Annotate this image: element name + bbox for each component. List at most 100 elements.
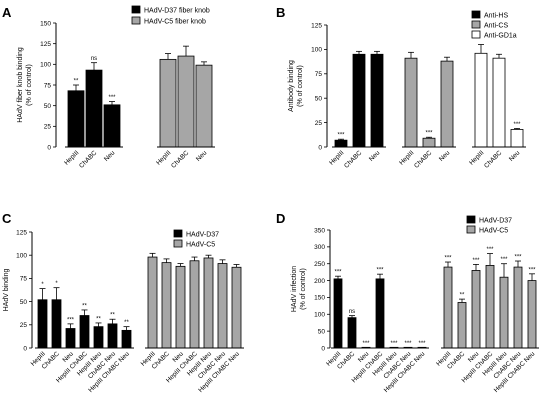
bar (474, 52, 488, 148)
category-label: ChABC (413, 149, 433, 169)
bar (51, 299, 62, 349)
y-tick-label: 300 (314, 244, 325, 251)
bar (231, 266, 242, 349)
y-tick-label: 50 (315, 96, 323, 103)
y-tick-label: 125 (311, 22, 322, 29)
chart-panel-d: D 0 50 100 150 200 250 300 350 HAdV infection (% o… (276, 211, 539, 394)
bar (65, 328, 76, 349)
legend-swatch (131, 16, 141, 25)
y-tick-label: 100 (311, 47, 322, 54)
category-label: ChABC (78, 149, 98, 169)
bar (375, 278, 385, 349)
y-tick-label: 0 (47, 144, 51, 151)
bar (499, 276, 509, 349)
significance-label: ** (460, 293, 465, 299)
legend-swatch (131, 5, 141, 14)
bar (457, 302, 467, 349)
bar (422, 137, 436, 148)
y-tick-label: 75 (315, 71, 323, 78)
significance-label: *** (500, 257, 508, 263)
bar (370, 53, 384, 148)
significance-label: *** (337, 133, 345, 139)
y-tick-label: 50 (44, 103, 52, 110)
legend-swatch (173, 239, 183, 248)
bar (147, 256, 158, 349)
bar (85, 69, 103, 148)
y-tick-label: 0 (23, 345, 27, 352)
chart-panel-a: A 0 25 50 75 100 125 150 HAdV fiber knob binding… (2, 5, 215, 170)
y-tick-label: 150 (40, 20, 51, 27)
significance-label: ns (349, 309, 355, 315)
y-tick-label: 100 (40, 62, 51, 69)
category-label: ChABC (170, 149, 190, 169)
bar (485, 264, 495, 349)
y-axis-label: HAdV infection (291, 266, 298, 312)
legend-swatch (466, 215, 476, 224)
legend-label: Anti-HS (484, 12, 508, 19)
bar (440, 60, 454, 148)
y-tick-label: 125 (16, 229, 27, 236)
significance-label: *** (418, 341, 426, 347)
significance-label: ns (91, 56, 97, 62)
significance-label: *** (486, 247, 494, 253)
legend-label: HAdV-C5 (186, 241, 215, 248)
significance-label: *** (514, 255, 522, 261)
category-label: Neu (195, 149, 209, 163)
bar (513, 266, 523, 349)
significance-label: *** (108, 95, 116, 101)
significance-label: *** (472, 258, 480, 264)
bar (333, 278, 343, 349)
y-tick-label: 100 (314, 312, 325, 319)
bar (347, 317, 357, 349)
legend-swatch (466, 225, 476, 234)
bar (175, 265, 186, 349)
legend-label: Anti-GD1a (484, 32, 517, 39)
legend-label: Anti-CS (484, 22, 508, 29)
bar (217, 263, 228, 349)
y-tick-label: 350 (314, 227, 325, 234)
y-tick-label: 150 (314, 295, 325, 302)
bar (471, 270, 481, 349)
category-label: ChABC (483, 149, 503, 169)
bar (93, 326, 104, 349)
legend-label: HAdV-D37 fiber knob (144, 7, 210, 14)
bar (79, 315, 90, 349)
significance-label: *** (425, 131, 433, 137)
significance-label: *** (376, 268, 384, 274)
significance-label: *** (404, 341, 412, 347)
legend-swatch (471, 20, 481, 29)
legend-swatch (471, 30, 481, 39)
significance-label: *** (390, 341, 398, 347)
significance-label: ** (74, 79, 79, 85)
bar (161, 262, 172, 349)
y-tick-label: 0 (321, 345, 325, 352)
bar (107, 323, 118, 349)
legend-label: HAdV-D37 (186, 231, 219, 238)
y-axis-label: HAdV fiber knob binding (17, 47, 24, 123)
significance-label: ** (96, 316, 101, 322)
bar (510, 129, 524, 148)
y-tick-label: 50 (318, 328, 326, 335)
bar (492, 57, 506, 148)
y-tick-label: 75 (44, 82, 52, 89)
category-label: Neu (438, 149, 452, 163)
significance-label: *** (334, 270, 342, 276)
y-tick-label: 75 (20, 276, 28, 283)
legend-swatch (471, 10, 481, 19)
legend-label: HAdV-C5 fiber knob (144, 18, 206, 25)
significance-label: *** (444, 256, 452, 262)
bar (352, 53, 366, 148)
y-tick-label: 0 (318, 144, 322, 151)
y-tick-label: 25 (315, 120, 323, 127)
y-tick-label: 25 (44, 124, 52, 131)
bar (203, 257, 214, 349)
panel-letter: D (276, 211, 285, 226)
significance-label: * (41, 282, 44, 288)
significance-label: * (55, 281, 58, 287)
legend-label: HAdV-D37 (479, 217, 512, 224)
significance-label: *** (362, 341, 370, 347)
bar (527, 280, 537, 349)
legend-label: HAdV-C5 (479, 227, 508, 234)
